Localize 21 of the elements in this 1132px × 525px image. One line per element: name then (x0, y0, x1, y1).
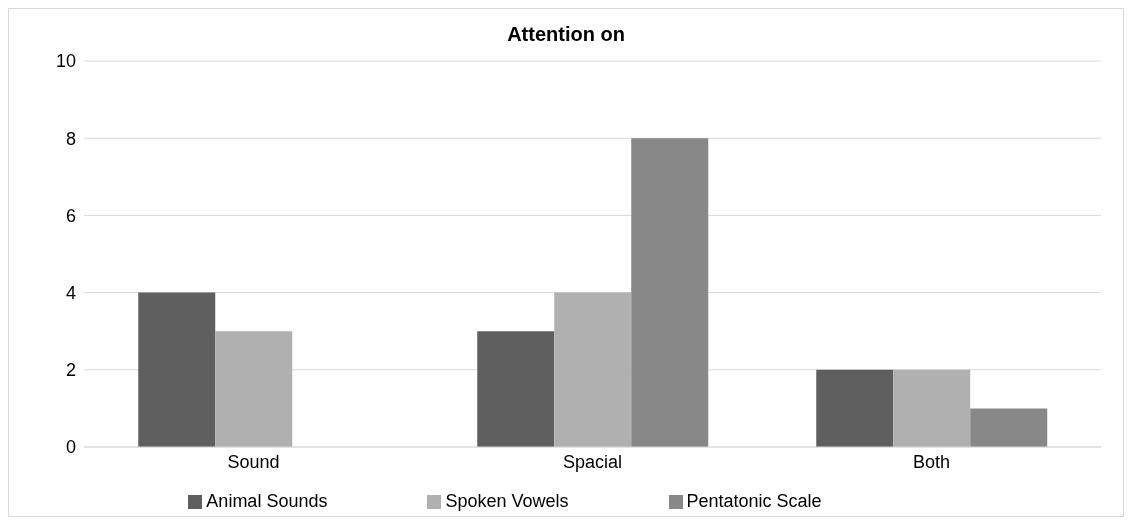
bar (215, 331, 293, 447)
bar (631, 138, 709, 447)
y-tick-label: 6 (65, 205, 76, 226)
y-tick-label: 8 (65, 128, 76, 149)
legend-label: Animal Sounds (206, 491, 328, 511)
bar (970, 408, 1048, 447)
bar (554, 292, 632, 447)
y-tick-label: 0 (65, 437, 76, 458)
bar (816, 369, 894, 447)
x-tick-label: Both (912, 451, 951, 472)
y-tick-label: 2 (65, 360, 76, 381)
legend-label: Spoken Vowels (445, 491, 569, 511)
legend-label: Pentatonic Scale (686, 491, 822, 511)
y-tick-label: 10 (55, 51, 76, 72)
chart-title: Attention on (506, 23, 626, 46)
bar (893, 369, 971, 447)
y-tick-label: 4 (65, 282, 76, 303)
bar (138, 292, 216, 447)
x-tick-label: Sound (227, 451, 280, 472)
x-tick-label: Spacial (562, 451, 623, 472)
bar (477, 331, 555, 447)
